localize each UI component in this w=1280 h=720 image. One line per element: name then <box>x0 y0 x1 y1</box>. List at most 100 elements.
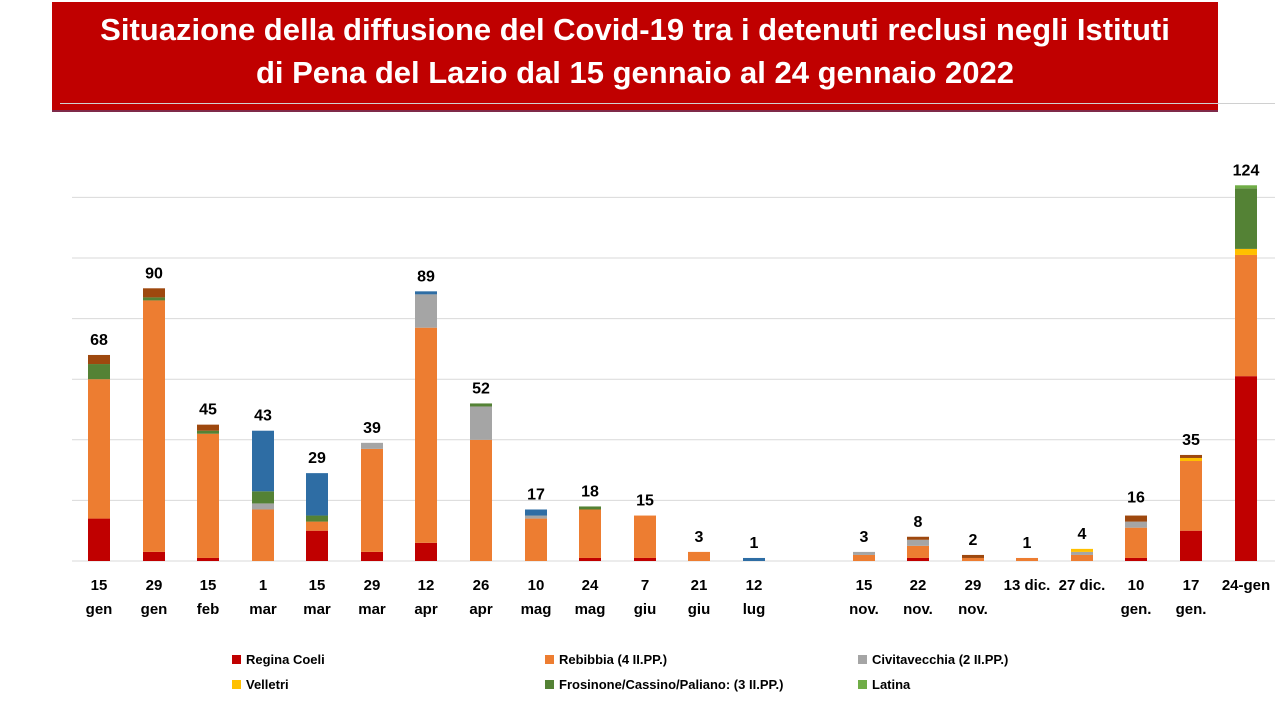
bar-segment <box>1071 554 1093 561</box>
bar-segment <box>361 448 383 552</box>
data-label: 18 <box>581 483 599 500</box>
bar-segment <box>88 518 110 561</box>
bar-segment <box>962 554 984 558</box>
bar-segment <box>579 506 601 510</box>
x-tick-label: 12 <box>418 577 435 594</box>
bar-segment <box>1125 521 1147 528</box>
bar-segment <box>361 551 383 561</box>
bar-segment <box>1071 551 1093 555</box>
chart-title-line-2: di Pena del Lazio dal 15 gennaio al 24 g… <box>255 55 1015 90</box>
x-tick-label: mag <box>575 601 606 618</box>
bar-segment <box>1125 515 1147 522</box>
chart-title: Situazione della diffusione del Covid-19… <box>52 8 1218 94</box>
bar-segment <box>88 354 110 365</box>
data-label: 68 <box>90 332 108 349</box>
x-tick-label: 10 <box>1128 577 1145 594</box>
x-tick-label: 22 <box>910 577 927 594</box>
x-tick-label: gen <box>141 601 168 618</box>
bar-segment <box>252 503 274 510</box>
bar-segment <box>1180 454 1202 458</box>
data-label: 45 <box>199 402 217 419</box>
bar-segment <box>1180 457 1202 462</box>
data-label: 1 <box>750 535 759 552</box>
x-tick-label: nov. <box>958 601 988 618</box>
bar-segment <box>579 509 601 558</box>
bar-segment <box>415 542 437 561</box>
x-tick-label: lug <box>743 601 766 618</box>
bar-segment <box>197 430 219 434</box>
x-tick-label: giu <box>634 601 657 618</box>
bar-segment <box>1125 557 1147 561</box>
x-tick-label: 24 <box>582 577 599 594</box>
data-label: 15 <box>636 493 654 510</box>
x-tick-label: mar <box>249 601 277 618</box>
bar-segment <box>252 430 274 492</box>
bar-segment <box>1235 254 1257 377</box>
data-label: 89 <box>417 268 435 285</box>
x-tick-label: mar <box>303 601 331 618</box>
x-tick-label: 29 <box>965 577 982 594</box>
bar-segment <box>470 406 492 440</box>
bar-segment <box>197 557 219 561</box>
bar-segment <box>1180 530 1202 561</box>
x-tick-label: 1 <box>259 577 267 594</box>
x-tick-label: mar <box>358 601 386 618</box>
bar-segment <box>361 442 383 449</box>
bar-segment <box>415 291 437 295</box>
bar-segment <box>1071 548 1093 552</box>
x-tick-label: 17 <box>1183 577 1200 594</box>
x-tick-label: gen. <box>1121 601 1152 618</box>
bar-segment <box>470 403 492 407</box>
bar-segment <box>470 439 492 561</box>
data-label: 29 <box>308 450 326 467</box>
bar-segment <box>1235 248 1257 255</box>
x-tick-label: feb <box>197 601 220 618</box>
bar-segment <box>525 509 547 516</box>
x-tick-label: apr <box>414 601 438 618</box>
bar-segment <box>688 551 710 561</box>
x-tick-label: 15 <box>309 577 326 594</box>
x-tick-label: 15 <box>200 577 217 594</box>
bar-segment <box>197 433 219 558</box>
bar-segment <box>1180 461 1202 531</box>
bar-segment <box>252 491 274 504</box>
bar-segment <box>962 557 984 561</box>
x-tick-label: 29 <box>364 577 381 594</box>
title-banner: Situazione della diffusione del Covid-19… <box>52 2 1218 112</box>
bar-segment <box>306 515 328 522</box>
bar-segment <box>88 379 110 519</box>
data-label: 39 <box>363 420 381 437</box>
data-label: 90 <box>145 265 163 282</box>
x-tick-label: 12 <box>746 577 763 594</box>
bar-segment <box>306 530 328 561</box>
x-tick-label: 21 <box>691 577 708 594</box>
bar-segment <box>306 473 328 516</box>
bar-segment <box>525 515 547 519</box>
x-tick-label: mag <box>521 601 552 618</box>
data-label: 16 <box>1127 490 1145 507</box>
data-label: 124 <box>1233 162 1260 179</box>
bar-segment <box>197 424 219 431</box>
data-label: 43 <box>254 408 272 425</box>
x-tick-label: 24-gen <box>1222 577 1270 594</box>
bar-segment <box>143 288 165 298</box>
x-tick-label: 27 dic. <box>1059 577 1106 594</box>
data-label: 3 <box>695 529 704 546</box>
bar-segment <box>743 557 765 561</box>
data-label: 17 <box>527 486 545 503</box>
bar-segment <box>143 551 165 561</box>
title-divider <box>60 103 1275 104</box>
data-label: 4 <box>1078 526 1087 543</box>
x-tick-label: nov. <box>903 601 933 618</box>
bar-segment <box>1125 527 1147 558</box>
data-label: 35 <box>1182 432 1200 449</box>
x-tick-label: nov. <box>849 601 879 618</box>
bar-segment <box>252 509 274 561</box>
bar-segment <box>579 557 601 561</box>
x-tick-label: 10 <box>528 577 545 594</box>
bar-segment <box>1016 557 1038 561</box>
bar-segment <box>143 300 165 552</box>
bar-segment <box>853 551 875 555</box>
chart-title-line-1: Situazione della diffusione del Covid-19… <box>100 12 1170 47</box>
